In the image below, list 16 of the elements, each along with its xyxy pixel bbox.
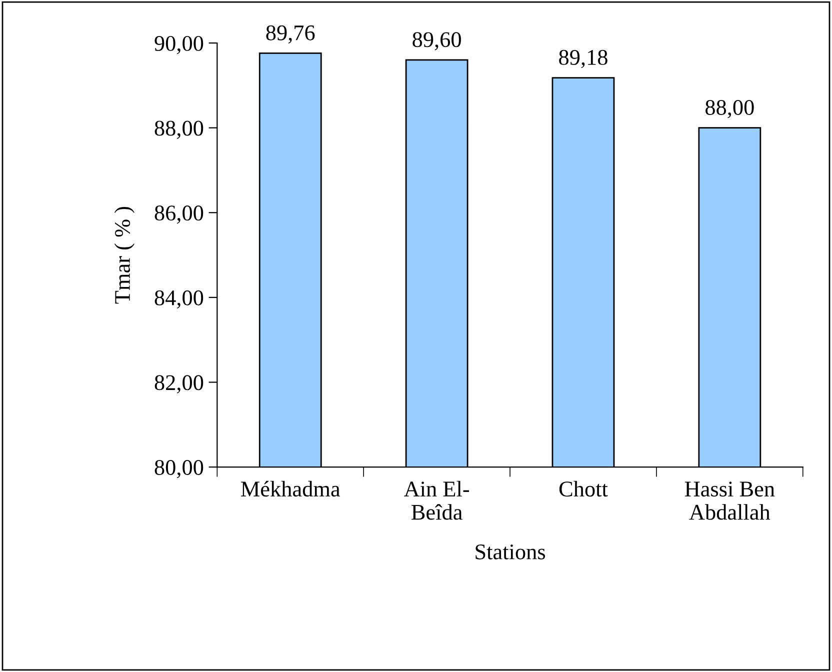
y-tick-label: 90,00 — [154, 36, 204, 54]
y-tick-label: 88,00 — [154, 120, 204, 139]
data-label: 88,00 — [706, 100, 754, 118]
data-label: 89,18 — [559, 50, 608, 68]
data-label: 89,60 — [412, 32, 461, 50]
x-tick-label: Chott — [559, 480, 608, 497]
x-tick-label: Ain El- Beîda — [404, 480, 470, 520]
x-tick-label: Hassi Ben Abdallah — [684, 482, 775, 520]
x-tick-label: Mékhadma — [241, 480, 340, 497]
y-axis-title: Tmar ( % ) — [114, 206, 135, 304]
x-axis-title: Stations — [476, 544, 546, 560]
y-tick-label: 82,00 — [154, 375, 204, 394]
y-tick-label: 84,00 — [154, 290, 204, 309]
y-tick-label: 86,00 — [154, 206, 204, 224]
data-label: 89,76 — [266, 25, 315, 44]
y-tick-label: 80,00 — [154, 460, 204, 478]
